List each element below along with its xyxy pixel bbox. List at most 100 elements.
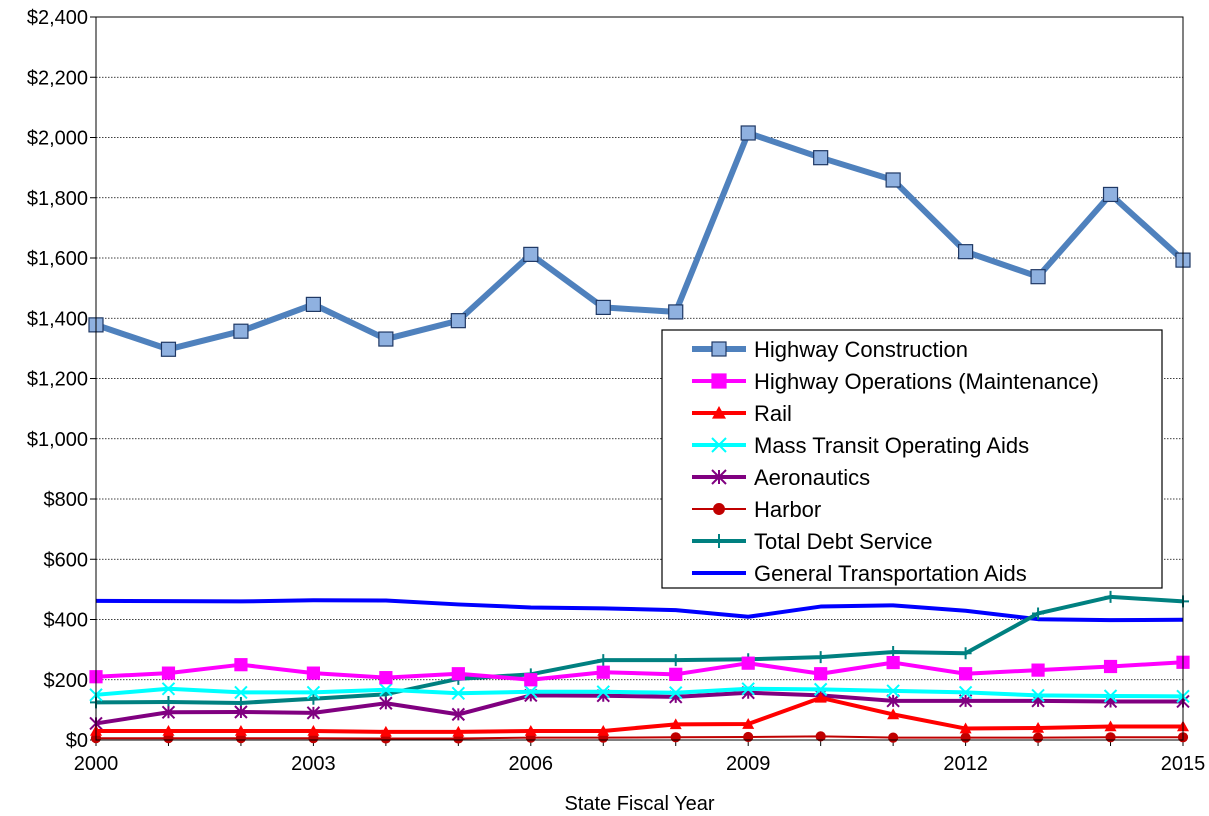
- y-tick-label: $600: [44, 549, 89, 571]
- data-point: [958, 667, 973, 681]
- legend-label: Harbor: [754, 497, 821, 522]
- series-layer: [88, 125, 1191, 744]
- y-tick-label: $1,600: [27, 248, 88, 270]
- data-point: [162, 696, 175, 709]
- legend-marker: [712, 406, 726, 419]
- series-line: [95, 598, 1184, 623]
- legend-marker: [711, 469, 727, 485]
- data-point: [813, 682, 828, 697]
- legend-item: Aeronautics: [692, 465, 870, 490]
- series-line: [95, 129, 1186, 353]
- legend-label: Total Debt Service: [754, 529, 933, 554]
- y-tick-label: $1,800: [27, 188, 88, 210]
- data-point: [669, 685, 683, 700]
- data-point: [1103, 689, 1118, 703]
- series-harbor: [90, 731, 1189, 744]
- data-point: [379, 682, 393, 697]
- legend: Highway Construction Highway Operations (…: [661, 329, 1163, 589]
- data-point: [815, 731, 826, 742]
- data-point: [1102, 186, 1119, 203]
- data-point: [161, 682, 176, 696]
- data-point: [595, 299, 611, 316]
- data-point: [379, 671, 393, 685]
- data-point: [959, 647, 972, 660]
- x-tick-label: 2000: [74, 753, 119, 775]
- legend-label: Highway Operations (Maintenance): [754, 369, 1099, 394]
- data-point: [741, 656, 755, 670]
- y-tick-label: $1,200: [27, 369, 88, 391]
- data-point: [524, 685, 538, 699]
- y-tick-label: $2,400: [27, 7, 88, 29]
- data-point: [524, 673, 538, 687]
- legend-marker: [711, 373, 727, 389]
- data-point: [959, 722, 972, 734]
- data-point: [378, 331, 394, 347]
- data-point: [814, 667, 828, 681]
- data-point: [814, 691, 827, 703]
- y-tick-label: $1,000: [27, 429, 88, 451]
- legend-label: Highway Construction: [754, 337, 968, 362]
- data-point: [306, 685, 321, 700]
- data-point: [957, 244, 974, 260]
- data-point: [597, 654, 610, 667]
- x-tick-label: 2009: [726, 753, 771, 775]
- data-point: [379, 725, 392, 737]
- legend-label: Aeronautics: [754, 465, 870, 490]
- data-point: [162, 724, 175, 736]
- data-point: [669, 718, 682, 730]
- data-point: [1104, 590, 1117, 603]
- data-point: [1031, 688, 1045, 703]
- data-point: [451, 667, 465, 681]
- x-tick-label: 2012: [943, 753, 988, 775]
- data-point: [597, 724, 610, 736]
- legend-marker: [712, 534, 726, 548]
- x-tick-label: 2003: [291, 753, 336, 775]
- series-line: [95, 594, 1184, 705]
- data-point: [886, 684, 900, 698]
- legend-marker: [713, 503, 725, 515]
- data-point: [234, 658, 248, 672]
- x-tick-label: 2006: [509, 753, 554, 775]
- data-point: [814, 651, 827, 664]
- data-point: [885, 172, 901, 188]
- data-point: [451, 707, 466, 722]
- data-point: [1103, 659, 1118, 674]
- data-point: [1030, 269, 1046, 285]
- data-point: [888, 732, 899, 743]
- data-point: [523, 246, 539, 262]
- data-point: [1032, 721, 1045, 733]
- data-point: [234, 685, 248, 700]
- series-line: [95, 690, 1183, 726]
- data-point: [306, 666, 320, 680]
- legend-item: Mass Transit Operating Aids: [692, 433, 1029, 458]
- series-highway-construction: [88, 125, 1191, 357]
- data-point: [670, 732, 681, 743]
- legend-item: General Transportation Aids: [692, 561, 1027, 586]
- x-axis-title: State Fiscal Year: [564, 793, 714, 815]
- data-point: [307, 692, 320, 705]
- data-point: [887, 708, 900, 720]
- x-tick-label: 2015: [1161, 753, 1206, 775]
- legend-box: [661, 329, 1163, 589]
- data-point: [161, 705, 176, 719]
- data-point: [307, 724, 320, 736]
- legend-item: Total Debt Service: [692, 529, 933, 554]
- data-point: [450, 313, 466, 329]
- legend-item: Highway Operations (Maintenance): [692, 369, 1099, 394]
- data-point: [160, 341, 177, 357]
- data-point: [596, 665, 610, 679]
- legend-label: Rail: [754, 401, 792, 426]
- y-tick-label: $800: [44, 489, 89, 511]
- data-point: [668, 304, 684, 320]
- data-point: [741, 682, 755, 696]
- legend-label: Mass Transit Operating Aids: [754, 433, 1029, 458]
- y-tick-label: $2,200: [27, 67, 88, 89]
- series-general-transportation-aids: [95, 598, 1184, 623]
- x-axis-ticks: 2000 2003 2006 2009 2012 2015: [74, 740, 1206, 775]
- data-point: [743, 731, 754, 743]
- data-point: [234, 705, 248, 719]
- data-point: [958, 685, 973, 700]
- legend-marker: [711, 437, 727, 453]
- data-point: [1104, 720, 1117, 732]
